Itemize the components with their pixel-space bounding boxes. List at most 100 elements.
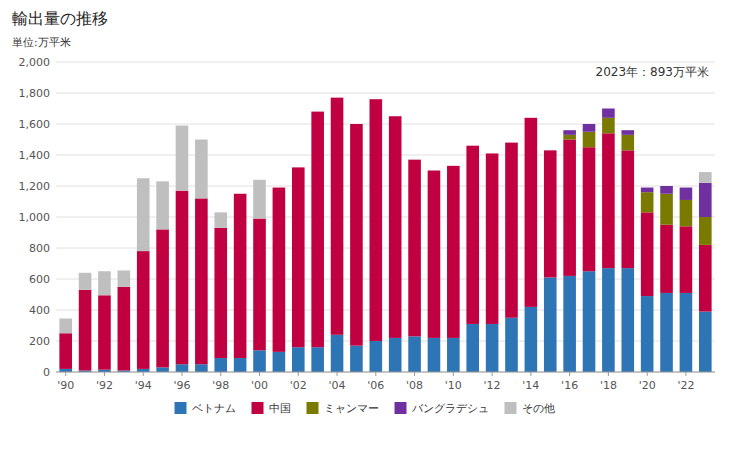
bar-segment: [602, 118, 615, 134]
bar-segment: [602, 108, 615, 109]
bar-segment: [544, 277, 557, 372]
bar-segment: [447, 165, 460, 166]
bar-segment: [660, 186, 673, 194]
legend-item: ミャンマー: [307, 402, 379, 415]
bar-segment: [156, 181, 169, 229]
bar-segment: [699, 183, 712, 217]
chart: 輸出量の推移単位:万平米02004006008001,0001,2001,400…: [0, 0, 729, 450]
bar-segment: [447, 338, 460, 372]
bar-segment: [621, 130, 634, 135]
x-tick-label: '20: [639, 379, 656, 392]
bar-segment: [350, 124, 363, 125]
x-tick-label: '04: [329, 379, 346, 392]
annotation: 2023年：893万平米: [596, 65, 709, 79]
bars: [59, 98, 711, 372]
bar-segment: [98, 271, 111, 295]
bar-segment: [428, 170, 441, 171]
x-tick: [608, 372, 609, 376]
bar-segment: [311, 111, 324, 112]
grid: [56, 62, 715, 372]
x-tick: [375, 372, 376, 376]
x-tick-label: '98: [212, 379, 229, 392]
legend-swatch: [307, 402, 319, 414]
bar-segment: [408, 159, 421, 160]
bar-segment: [583, 132, 596, 148]
bar-segment: [505, 142, 518, 143]
grid-line: [56, 279, 715, 280]
bar-segment: [350, 124, 363, 346]
legend-swatch: [175, 402, 187, 414]
y-tick-label: 400: [29, 304, 50, 317]
bar-segment: [408, 159, 421, 160]
bar-segment: [253, 350, 266, 372]
x-tick-label: '94: [135, 379, 152, 392]
bar-segment: [59, 333, 72, 369]
legend-swatch: [505, 402, 517, 414]
bar-segment: [660, 186, 673, 187]
bar-segment: [505, 318, 518, 372]
bar-segment: [466, 145, 479, 146]
bar-segment: [699, 312, 712, 372]
bar-segment: [311, 111, 324, 112]
bar-segment: [544, 150, 557, 151]
bar-segment: [389, 116, 402, 117]
bar-segment: [389, 116, 402, 117]
bar-segment: [563, 130, 576, 135]
x-tick-label: '00: [251, 379, 268, 392]
bar-segment: [428, 170, 441, 171]
legend-label: ミャンマー: [324, 402, 379, 415]
bar-segment: [680, 226, 693, 293]
x-tick: [259, 372, 260, 376]
bar-segment: [389, 116, 402, 338]
bar-segment: [428, 171, 441, 338]
bar-segment: [389, 116, 402, 117]
y-tick-label: 1,400: [19, 149, 51, 162]
bar-segment: [505, 142, 518, 143]
grid-line: [56, 155, 715, 156]
x-tick-label: '18: [600, 379, 617, 392]
bar-segment: [370, 99, 383, 100]
bar-segment: [525, 117, 538, 118]
bar-segment: [525, 307, 538, 372]
bar-segment: [137, 251, 150, 369]
bar-segment: [699, 217, 712, 245]
bar-segment: [195, 364, 208, 372]
bar-segment: [486, 153, 499, 154]
bar-segment: [428, 338, 441, 372]
bar-segment: [273, 187, 286, 188]
bar-segment: [331, 97, 344, 98]
bar-segment: [389, 338, 402, 372]
x-tick: [220, 372, 221, 376]
x-tick: [647, 372, 648, 376]
x-tick: [685, 372, 686, 376]
bar-segment: [447, 165, 460, 166]
bar-segment: [447, 166, 460, 338]
bar-segment: [621, 130, 634, 131]
x-tick: [337, 372, 338, 376]
bar-segment: [486, 153, 499, 324]
legend-label: その他: [522, 402, 555, 415]
bar-segment: [563, 276, 576, 372]
bar-segment: [486, 153, 499, 154]
x-tick-label: '90: [57, 379, 74, 392]
x-tick: [492, 372, 493, 376]
y-tick-label: 1,200: [19, 180, 51, 193]
bar-segment: [331, 335, 344, 372]
bar-segment: [292, 167, 305, 168]
bar-segment: [505, 142, 518, 143]
bar-segment: [583, 271, 596, 372]
grid-line: [56, 186, 715, 187]
bar-segment: [79, 290, 92, 371]
grid-line: [56, 372, 715, 373]
legend-item: ベトナム: [175, 402, 236, 415]
legend-item: 中国: [252, 402, 291, 415]
legend-label: ベトナム: [192, 402, 236, 415]
bar-segment: [660, 194, 673, 225]
y-tick-label: 200: [29, 335, 50, 348]
bar-segment: [641, 212, 654, 296]
x-tick-label: '08: [406, 379, 423, 392]
bar-segment: [273, 187, 286, 188]
x-tick: [104, 372, 105, 376]
y-tick-label: 2,000: [19, 56, 51, 69]
bar-segment: [680, 187, 693, 188]
